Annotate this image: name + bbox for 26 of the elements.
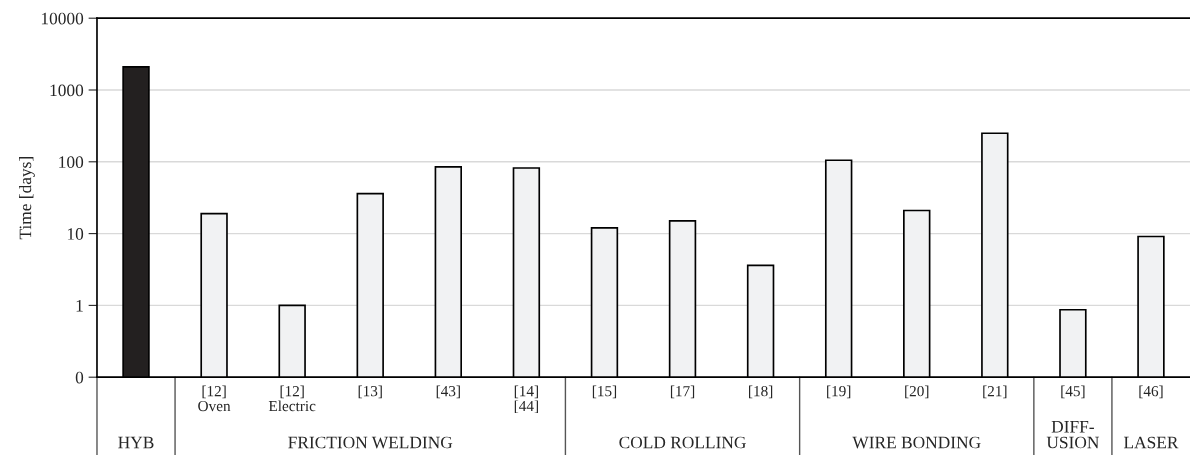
x-tick-label: [14] [44] <box>514 385 538 414</box>
text: WIRE BONDING <box>852 436 981 449</box>
x-tick-label: [19] <box>827 385 851 399</box>
text: DIFF- USION <box>1046 421 1100 449</box>
x-tick-label: [46] <box>1139 385 1163 399</box>
y-tick-label: 10 <box>67 228 84 240</box>
x-tick-label: [45] <box>1061 385 1085 399</box>
y-tick-label: 1 <box>76 299 83 312</box>
y-axis-title: Time [days] <box>19 157 35 240</box>
x-tick-label: [15] <box>592 385 617 399</box>
text: FRICTION WELDING <box>288 436 453 449</box>
y-tick-label: 1000 <box>50 84 84 97</box>
text: HYB <box>118 436 154 449</box>
x-tick-label: [12] Oven <box>198 385 231 412</box>
x-tick-label: [17] <box>670 385 695 399</box>
x-tick-label: [20] <box>905 385 929 399</box>
x-tick-label: [21] <box>983 385 1007 399</box>
y-tick-label: 0 <box>75 371 84 384</box>
x-tick-label: [13] <box>358 385 382 399</box>
text: COLD ROLLING <box>619 436 746 449</box>
x-tick-label: [12] Electric <box>268 385 316 412</box>
text: LASER <box>1123 436 1179 449</box>
y-tick-label: 100 <box>59 156 84 168</box>
x-tick-label: [18] <box>749 385 773 399</box>
x-tick-label: [43] <box>436 385 460 399</box>
y-tick-label: 10000 <box>41 12 84 25</box>
